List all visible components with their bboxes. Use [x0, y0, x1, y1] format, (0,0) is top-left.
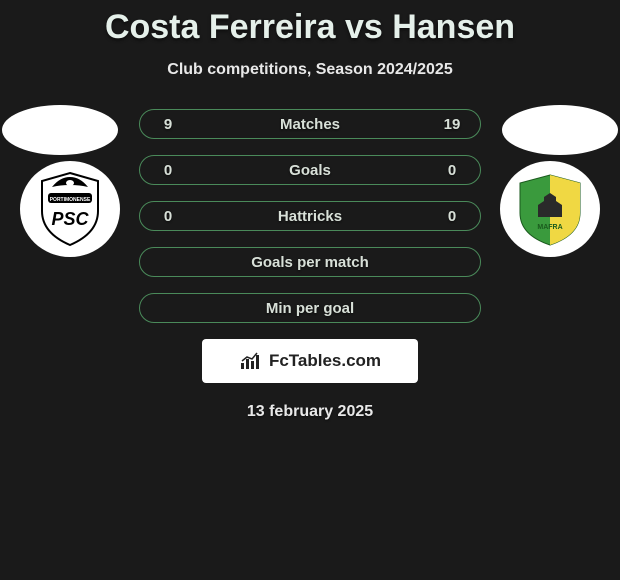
brand-text: FcTables.com — [269, 351, 381, 371]
stat-left-value: 0 — [158, 208, 178, 225]
stat-row-gpm: Goals per match — [139, 247, 481, 277]
club-logo-right: MAFRA — [500, 161, 600, 257]
stat-row-matches: 9 Matches 19 — [139, 109, 481, 139]
player-badge-right — [502, 105, 618, 155]
stat-left-value: 0 — [158, 162, 178, 179]
player-badge-left — [2, 105, 118, 155]
stat-row-goals: 0 Goals 0 — [139, 155, 481, 185]
page-title: Costa Ferreira vs Hansen — [0, 0, 620, 47]
subtitle: Club competitions, Season 2024/2025 — [0, 61, 620, 79]
svg-text:PORTIMONENSE: PORTIMONENSE — [50, 197, 91, 203]
stat-right-value: 0 — [442, 162, 462, 179]
stat-right-value: 0 — [442, 208, 462, 225]
portimonense-shield-icon: PORTIMONENSE PSC — [30, 169, 110, 249]
stat-row-mpg: Min per goal — [139, 293, 481, 323]
svg-text:PSC: PSC — [51, 209, 89, 229]
stat-label: Matches — [178, 116, 442, 133]
stat-rows: 9 Matches 19 0 Goals 0 0 Hattricks 0 Goa… — [139, 109, 481, 323]
mafra-shield-icon: MAFRA — [510, 169, 590, 249]
stats-area: PORTIMONENSE PSC MAFRA 9 Matches 19 0 Go… — [0, 109, 620, 421]
svg-text:MAFRA: MAFRA — [537, 224, 562, 231]
stat-row-hattricks: 0 Hattricks 0 — [139, 201, 481, 231]
stat-label: Min per goal — [178, 300, 442, 317]
stat-label: Hattricks — [178, 208, 442, 225]
brand-box: FcTables.com — [202, 339, 418, 383]
stat-left-value: 9 — [158, 116, 178, 133]
stat-label: Goals — [178, 162, 442, 179]
stat-label: Goals per match — [178, 254, 442, 271]
stat-right-value: 19 — [442, 116, 462, 133]
bar-chart-icon — [239, 351, 265, 371]
date-text: 13 february 2025 — [0, 403, 620, 421]
club-logo-left: PORTIMONENSE PSC — [20, 161, 120, 257]
